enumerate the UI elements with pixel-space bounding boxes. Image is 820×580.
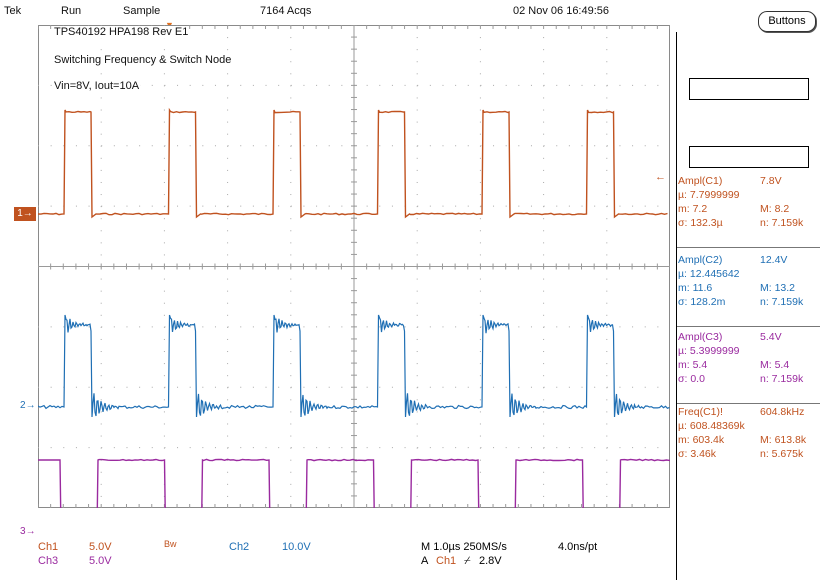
ch3-ground-marker[interactable]: 3→ xyxy=(20,526,36,537)
trigger-source: Ch1 xyxy=(436,555,457,567)
ch2-marker-label: 2 xyxy=(20,400,26,411)
buttons-button[interactable]: Buttons xyxy=(758,11,816,32)
acquisition-count: 7164 Acqs xyxy=(260,5,312,17)
measurement-title: Ampl(C3) xyxy=(678,331,723,343)
measurement-block[interactable]: Freq(C1)! 604.8kHz µ: 608.48369k m: 603.4k M… xyxy=(677,406,820,462)
measurement-value: 12.4V xyxy=(760,254,788,266)
date-time: 02 Nov 06 16:49:56 xyxy=(513,5,610,17)
measurement-m: m: 603.4k xyxy=(678,434,725,446)
ch1-waveform xyxy=(37,107,668,219)
annotation-line-3: Vin=8V, Iout=10A xyxy=(53,80,141,92)
measurement-block[interactable]: Ampl(C1) 7.8V µ: 7.7999999 m: 7.2 M: 8.2 σ: 1… xyxy=(677,175,820,231)
measurement-n: n: 7.159k xyxy=(760,296,804,308)
timebase-readout: M 1.0µs 250MS/s xyxy=(421,541,507,553)
measurement-sigma: σ: 0.0 xyxy=(678,373,705,385)
measurement-value: 5.4V xyxy=(760,331,782,343)
measurement-title: Ampl(C1) xyxy=(678,175,723,187)
acquisition-mode: Sample xyxy=(123,5,161,17)
ch2-label: Ch2 xyxy=(229,541,250,553)
measurement-n: n: 7.159k xyxy=(760,217,804,229)
waveform-graticule xyxy=(37,24,685,533)
measurement-separator xyxy=(677,247,820,248)
readout-box-1[interactable] xyxy=(689,78,809,100)
measurement-sigma: σ: 132.3µ xyxy=(678,217,723,229)
measurement-M: M: 5.4 xyxy=(760,359,790,371)
brand-label: Tek xyxy=(4,5,22,17)
measurement-m: m: 5.4 xyxy=(678,359,708,371)
ch3-label: Ch3 xyxy=(38,555,59,567)
measurement-n: n: 5.675k xyxy=(760,448,804,460)
measurement-block[interactable]: Ampl(C2) 12.4V µ: 12.445642 m: 11.6 M: 13.2 σ… xyxy=(677,254,820,310)
ch2-ground-marker[interactable]: 2→ xyxy=(20,400,36,411)
trigger-slope-icon: ⌿ xyxy=(464,555,471,567)
waveform-display[interactable]: TPS40192 HPA198 Rev E1 Switching Frequen… xyxy=(37,24,685,533)
trigger-level: 2.8V xyxy=(479,555,502,567)
trigger-level-arrow-icon: ← xyxy=(655,171,666,183)
readout-box-2[interactable] xyxy=(689,146,809,168)
ch1-ground-marker[interactable]: 1→ xyxy=(14,207,36,221)
measurement-M: M: 613.8k xyxy=(760,434,807,446)
measurement-mu: µ: 5.3999999 xyxy=(678,345,740,357)
measurement-n: n: 7.159k xyxy=(760,373,804,385)
measurement-title: Freq(C1)! xyxy=(678,406,723,418)
measurement-title: Ampl(C2) xyxy=(678,254,723,266)
measurement-separator xyxy=(677,326,820,327)
annotation-line-2: Switching Frequency & Switch Node xyxy=(53,54,233,66)
ch3-marker-label: 3 xyxy=(20,526,26,537)
measurement-mu: µ: 12.445642 xyxy=(678,268,740,280)
measurement-value: 604.8kHz xyxy=(760,406,805,418)
measurement-value: 7.8V xyxy=(760,175,782,187)
resolution-readout: 4.0ns/pt xyxy=(558,541,598,553)
measurement-mu: µ: 7.7999999 xyxy=(678,189,740,201)
measurement-m: m: 11.6 xyxy=(678,282,713,294)
ch2-waveform xyxy=(37,314,670,418)
measurement-separator xyxy=(677,403,820,404)
measurement-mu: µ: 608.48369k xyxy=(678,420,745,432)
run-state: Run xyxy=(61,5,82,17)
ch3-scale: 5.0V xyxy=(89,555,112,567)
measurement-M: M: 8.2 xyxy=(760,203,790,215)
ch1-marker-label: 1 xyxy=(17,208,23,219)
ch3-waveform xyxy=(38,458,685,533)
measurement-sigma: σ: 128.2m xyxy=(678,296,726,308)
trigger-prefix: A xyxy=(421,555,429,567)
bandwidth-limit-badge: Bw xyxy=(164,539,177,549)
ch1-label: Ch1 xyxy=(38,541,59,553)
measurement-M: M: 13.2 xyxy=(760,282,796,294)
annotation-line-1: TPS40192 HPA198 Rev E1 xyxy=(53,26,190,38)
ch1-scale: 5.0V xyxy=(89,541,112,553)
measurement-m: m: 7.2 xyxy=(678,203,708,215)
ch2-scale: 10.0V xyxy=(282,541,311,553)
measurement-block[interactable]: Ampl(C3) 5.4V µ: 5.3999999 m: 5.4 M: 5.4 σ: 0… xyxy=(677,331,820,387)
measurement-sigma: σ: 3.46k xyxy=(678,448,717,460)
panel-divider xyxy=(676,32,677,580)
